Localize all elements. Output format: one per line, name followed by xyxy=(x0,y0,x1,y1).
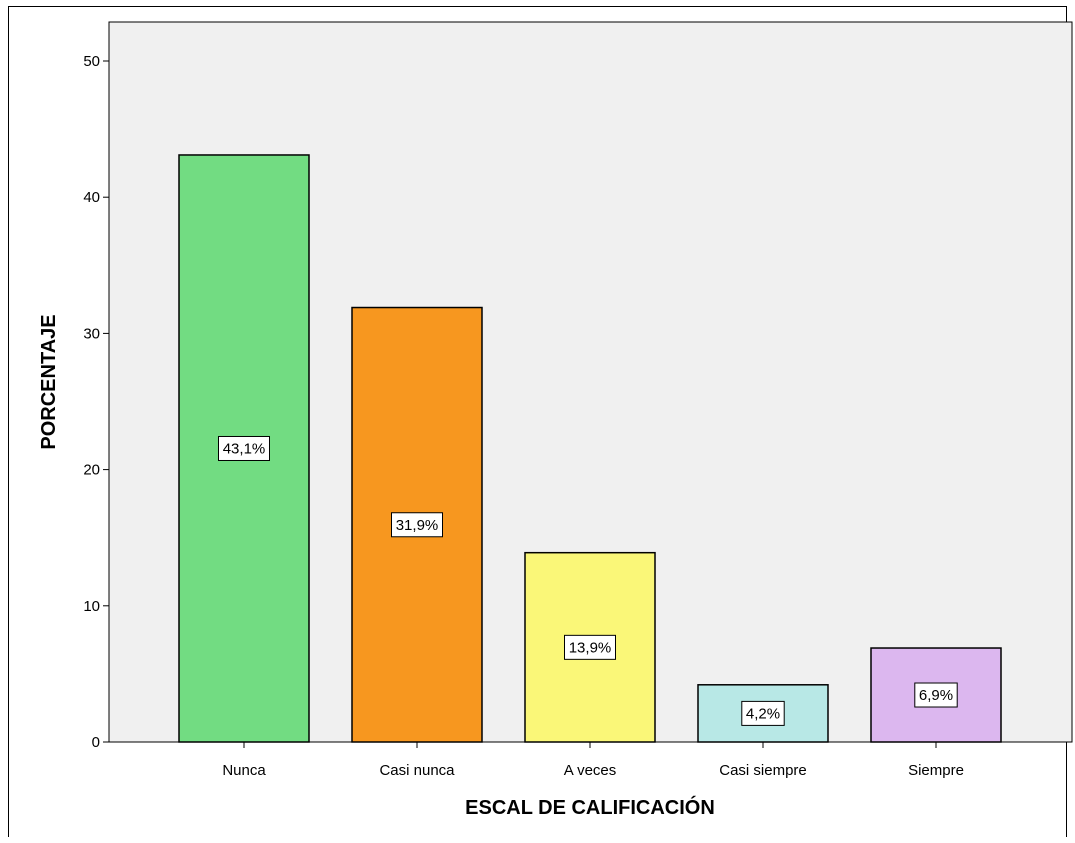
data-label-box xyxy=(218,435,270,461)
data-label: 43,1% xyxy=(223,440,266,457)
data-label: 13,9% xyxy=(569,639,612,656)
data-label: 4,2% xyxy=(746,705,780,722)
data-labels-group: 43,1% 31,9% 13,9% 4,2% 6,9% xyxy=(218,435,958,726)
data-label: 31,9% xyxy=(396,517,439,534)
x-tick-label: Nunca xyxy=(222,762,266,779)
y-axis-title: PORCENTAJE xyxy=(38,314,60,449)
x-axis: Nunca Casi nunca A veces Casi siempre Siempr… xyxy=(222,742,964,779)
data-label-box xyxy=(391,512,443,538)
x-axis-title: ESCAL DE CALIFICACIÓN xyxy=(465,795,715,819)
y-tick-label: 20 xyxy=(83,462,100,479)
y-tick-label: 50 xyxy=(83,53,100,70)
data-label-box xyxy=(564,634,616,660)
y-axis: 0 10 20 30 40 50 xyxy=(83,22,110,751)
x-tick-label: Siempre xyxy=(908,762,964,779)
x-tick-label: Casi siempre xyxy=(719,762,807,779)
y-tick-label: 30 xyxy=(83,325,100,342)
y-tick-label: 0 xyxy=(92,734,100,751)
x-tick-label: Casi nunca xyxy=(379,762,455,779)
y-tick-label: 10 xyxy=(83,598,100,615)
data-label-box xyxy=(914,682,958,708)
data-label-box xyxy=(741,700,785,726)
x-tick-label: A veces xyxy=(564,762,617,779)
data-label: 6,9% xyxy=(919,687,953,704)
y-tick-label: 40 xyxy=(83,189,100,206)
